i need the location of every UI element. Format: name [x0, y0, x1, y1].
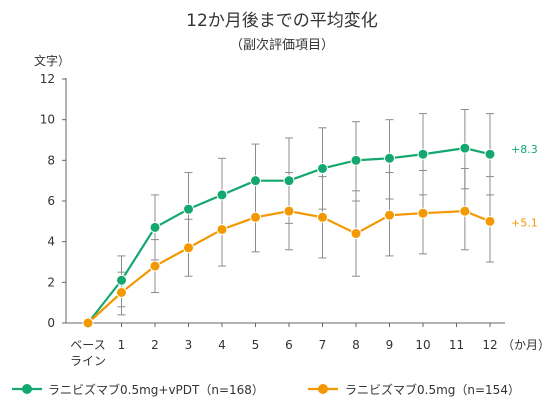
- plot-area: +8.3 +5.1: [82, 109, 538, 329]
- series-end-label-1: +8.3: [511, 143, 538, 156]
- legend-label: ラニビズマブ0.5mg（n=154）: [345, 382, 520, 397]
- data-point: [350, 228, 362, 240]
- data-point: [149, 221, 161, 233]
- data-point: [216, 223, 228, 235]
- x-tick-label: 7: [319, 338, 327, 352]
- legend-marker: [318, 384, 328, 394]
- data-point: [250, 211, 261, 223]
- data-point: [283, 175, 295, 187]
- x-tick-label: 8: [352, 338, 360, 352]
- x-tick-label: 2: [151, 338, 159, 352]
- error-bars-series-2: [117, 167, 494, 316]
- error-bars-series-1: [117, 109, 494, 308]
- data-points-series-1: [82, 142, 496, 329]
- data-point: [384, 209, 395, 221]
- x-tick-label: 1: [118, 338, 126, 352]
- y-tick-label: 8: [47, 153, 55, 167]
- x-tick-label: 10: [415, 338, 430, 352]
- x-tick-label: 5: [252, 338, 260, 352]
- x-tick-label: 6: [285, 338, 293, 352]
- data-point: [484, 215, 496, 227]
- legend-marker: [22, 384, 32, 394]
- chart-subtitle: （副次評価項目）: [230, 37, 334, 53]
- y-tick-label: 4: [47, 235, 55, 249]
- x-tick-label: 11: [449, 338, 464, 352]
- x-tick-label: ライン: [70, 354, 106, 368]
- data-point: [116, 287, 127, 298]
- legend-item-2: ラニビズマブ0.5mg（n=154）: [308, 382, 520, 397]
- data-point: [384, 152, 395, 164]
- y-tick-label: 6: [47, 194, 55, 208]
- data-point: [216, 189, 228, 201]
- x-tick-label: 3: [185, 338, 193, 352]
- legend-item-1: ラニビズマブ0.5mg+vPDT（n=168）: [12, 382, 264, 397]
- y-tick-label: 12: [40, 72, 55, 86]
- data-point: [317, 211, 328, 223]
- data-point: [116, 274, 127, 286]
- y-ticks: 0 2 4 6 8 10 12: [40, 72, 66, 330]
- data-point: [459, 142, 471, 154]
- data-point: [317, 162, 328, 174]
- x-tick-label: 12: [482, 338, 497, 352]
- legend: ラニビズマブ0.5mg+vPDT（n=168） ラニビズマブ0.5mg（n=154…: [12, 382, 520, 397]
- data-point: [417, 148, 429, 160]
- y-tick-label: 10: [40, 113, 55, 127]
- data-point: [250, 175, 261, 187]
- data-point: [417, 207, 429, 219]
- x-tick-label: 9: [386, 338, 394, 352]
- data-point: [82, 317, 94, 329]
- data-points-series-2: [82, 205, 496, 329]
- data-point: [459, 205, 471, 217]
- legend-label: ラニビズマブ0.5mg+vPDT（n=168）: [48, 382, 264, 397]
- data-point: [183, 242, 194, 254]
- series-end-label-2: +5.1: [511, 216, 538, 229]
- chart-title: 12か月後までの平均変化: [186, 11, 378, 31]
- x-axis-unit: （か月）: [502, 338, 550, 352]
- data-point: [149, 260, 161, 272]
- data-point: [283, 205, 295, 217]
- data-point: [183, 203, 194, 215]
- y-tick-label: 0: [47, 316, 55, 330]
- data-point: [484, 148, 496, 160]
- y-tick-label: 2: [47, 275, 55, 289]
- y-axis-label: 文字）: [34, 53, 70, 68]
- x-tick-label: 4: [218, 338, 226, 352]
- data-point: [350, 154, 362, 166]
- x-tick-label: ベース: [70, 338, 105, 352]
